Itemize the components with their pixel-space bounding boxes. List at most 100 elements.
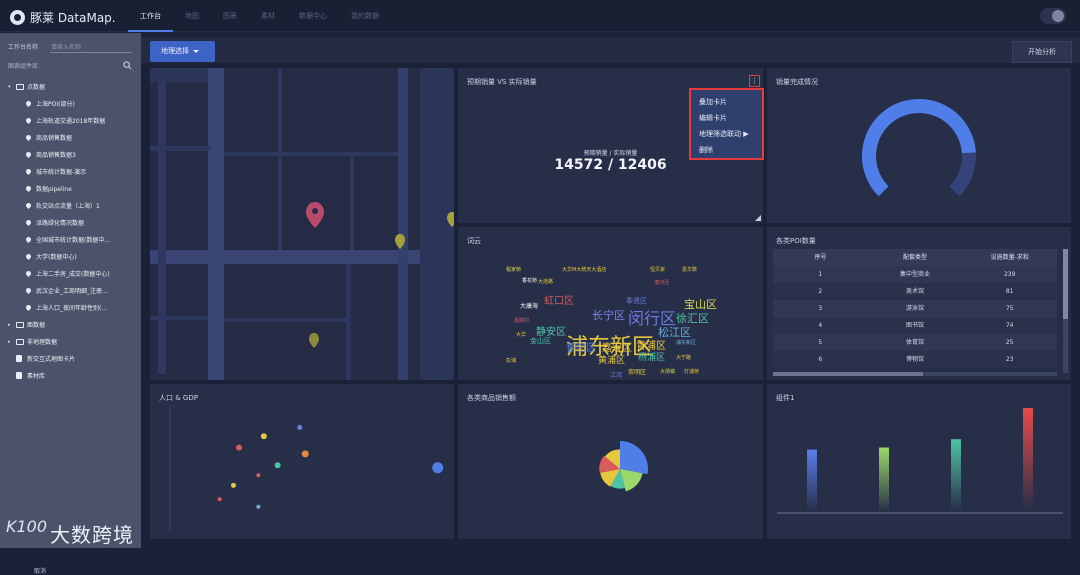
library-header: 图表组件库 <box>8 61 132 73</box>
tree-dataset-item[interactable]: 派路绿化情况数据 <box>8 214 136 231</box>
file-icon <box>16 355 22 362</box>
search-icon[interactable] <box>123 61 132 70</box>
wordcloud-word: 漕河泾 <box>654 280 670 286</box>
cancel-button[interactable]: 取消 <box>34 568 47 575</box>
table-horizontal-scrollbar[interactable] <box>773 372 1057 376</box>
table-cell: 6 <box>818 356 823 363</box>
table-row[interactable]: 1 集中型商业 239 <box>773 266 1057 283</box>
menu-item-delete[interactable]: 删除 <box>699 146 713 154</box>
card-title: 销量完成情况 <box>776 78 818 86</box>
menu-item-edit-card[interactable]: 编辑卡片 <box>699 114 727 122</box>
wordcloud-word: 大华 <box>516 332 527 338</box>
location-pin-icon <box>24 167 33 176</box>
table-cell: 25 <box>1005 339 1014 346</box>
more-menu-icon[interactable]: ⋮ <box>749 75 760 87</box>
chevron-down-icon[interactable]: ▾ <box>8 83 11 90</box>
map-card[interactable] <box>150 68 454 380</box>
scatter-point <box>432 462 444 474</box>
tab-workbench[interactable]: 工作台 <box>128 0 173 32</box>
table-header-cell[interactable]: 配套类型 <box>903 254 928 261</box>
resize-handle-icon[interactable] <box>755 215 761 221</box>
menu-item-geo-filter-link[interactable]: 地理筛选联动 ▶ <box>699 130 749 138</box>
tree-item-label: 数据pipeline <box>36 186 72 193</box>
tree-item-label: 素材库 <box>27 373 46 380</box>
data-tree: ▾ 点数据 上海POI(部分) 上海轨道交通2018年数据商品销售数据 商品销售数据3 城… <box>8 78 136 384</box>
watermark-text: 大数跨境 <box>50 523 134 547</box>
app-logo[interactable]: 豚莱 DataMap. <box>10 9 116 26</box>
kpi-label: 预期销量 / 实际销量 <box>583 150 638 157</box>
wordcloud-card[interactable]: 词云 浦东新区 闵行区 宝山区 长宁区 徐汇区 静安区 松江区 虹口区 普陀区 嘉定区 青浦区 黄浦区… <box>458 227 763 380</box>
tree-dataset-item[interactable]: 商品销售数据 <box>8 129 136 146</box>
bar-card[interactable]: 组件1 <box>767 384 1071 539</box>
table-row[interactable]: 5 体育馆 25 <box>773 334 1057 351</box>
app-logo-text: 豚莱 DataMap. <box>30 11 116 25</box>
wordcloud-word: 大宁路 <box>676 355 692 361</box>
start-analysis-button[interactable]: 开始分析 <box>1012 41 1072 63</box>
map-marker-icon[interactable] <box>447 212 454 227</box>
tree-dataset-item[interactable]: 城市统计数据-演示 <box>8 163 136 180</box>
wordcloud-word: 奉贤区 <box>626 297 647 305</box>
tab-map[interactable]: 地图 <box>185 12 199 20</box>
tree-item-label: 上海人口_夜间年龄性别(... <box>36 305 108 312</box>
map-marker-icon[interactable] <box>306 202 324 228</box>
tab-assets[interactable]: 素材 <box>261 12 275 20</box>
tree-folder[interactable]: ▾ 点数据 <box>8 78 136 95</box>
tree-dataset-item[interactable]: 上海POI(部分) <box>8 95 136 112</box>
wordcloud-word: 黄浦区 <box>598 356 626 366</box>
tab-data-center[interactable]: 数据中心 <box>299 12 327 20</box>
location-pin-icon <box>24 286 33 295</box>
tree-folder[interactable]: ▸ 面数据 <box>8 316 136 333</box>
table-vertical-scrollbar[interactable] <box>1063 249 1068 373</box>
table-cell: 博物馆 <box>906 356 925 363</box>
tree-file-item[interactable]: 素材库 <box>8 367 136 384</box>
tab-charts[interactable]: 图表 <box>223 12 237 20</box>
tree-file-item[interactable]: 新交互式地图卡片 <box>8 350 136 367</box>
workspace-name-input[interactable]: 请输入名称 <box>50 40 132 53</box>
wordcloud-word: 金山区 <box>530 337 551 345</box>
table-row[interactable]: 2 美术馆 81 <box>773 283 1057 300</box>
map-canvas[interactable] <box>150 68 454 380</box>
scatter-point <box>256 473 261 478</box>
wordcloud-word: 宝山区 <box>684 298 717 311</box>
map-marker-icon[interactable] <box>309 333 319 348</box>
tree-dataset-item[interactable]: 商品销售数据3 <box>8 146 136 163</box>
bar-chart <box>777 408 1063 514</box>
tree-dataset-item[interactable]: 数据pipeline <box>8 180 136 197</box>
table-row[interactable]: 3 游泳馆 75 <box>773 300 1057 317</box>
poi-table-card[interactable]: 各类POI数量 序号 配套类型 设施数量-求和 1 集中型商业 239 2 美术… <box>767 227 1071 380</box>
tree-item-label: 上海二手房_成交(数据中心) <box>36 271 110 278</box>
table-cell: 239 <box>1003 271 1016 278</box>
menu-item-stack-card[interactable]: 叠加卡片 <box>699 98 727 106</box>
scatter-point <box>256 504 261 509</box>
tree-dataset-item[interactable]: 上海人口_夜间年龄性别(... <box>8 299 136 316</box>
tree-dataset-item[interactable]: 上海轨道交通2018年数据 <box>8 112 136 129</box>
scatter-card[interactable]: 人口 & GDP <box>150 384 454 539</box>
tree-folder[interactable]: ▸ 非地理数据 <box>8 333 136 350</box>
map-marker-icon[interactable] <box>395 234 405 249</box>
wordcloud-word: 杨浦区 <box>638 353 666 363</box>
table-cell: 体育馆 <box>906 339 925 346</box>
table-row[interactable]: 4 图书馆 74 <box>773 317 1057 334</box>
user-avatar[interactable] <box>1040 8 1066 24</box>
tree-dataset-item[interactable]: 大学(数据中心) <box>8 248 136 265</box>
table-row[interactable]: 6 博物馆 23 <box>773 351 1057 368</box>
scatter-point <box>297 424 303 430</box>
tab-my-data[interactable]: 我的数据 <box>351 12 379 20</box>
tree-dataset-item[interactable]: 全国城市统计数据(数据中... <box>8 231 136 248</box>
table-header-cell[interactable]: 序号 <box>814 254 827 261</box>
tree-item-label: 上海轨道交通2018年数据 <box>36 118 106 125</box>
table-header-cell[interactable]: 设施数量-求和 <box>990 254 1029 261</box>
tree-dataset-item[interactable]: 轨交站点流量（上海）1 <box>8 197 136 214</box>
geo-select-dropdown[interactable]: 地理选择 <box>150 41 215 62</box>
gauge-card[interactable]: 销量完成情况 <box>767 68 1071 223</box>
tree-dataset-item[interactable]: 上海二手房_成交(数据中心) <box>8 265 136 282</box>
chevron-right-icon[interactable]: ▸ <box>8 338 11 345</box>
chevron-right-icon[interactable]: ▸ <box>8 321 11 328</box>
pie-card[interactable]: 各类商品销售额 <box>458 384 763 539</box>
wordcloud-word: 嘉朗村 <box>514 318 530 324</box>
pie-slice <box>599 455 620 473</box>
location-pin-icon <box>24 184 33 193</box>
card-title: 人口 & GDP <box>159 394 198 402</box>
table-header-row: 序号 配套类型 设施数量-求和 <box>773 249 1057 266</box>
tree-dataset-item[interactable]: 武汉企业_工商明细_注册... <box>8 282 136 299</box>
